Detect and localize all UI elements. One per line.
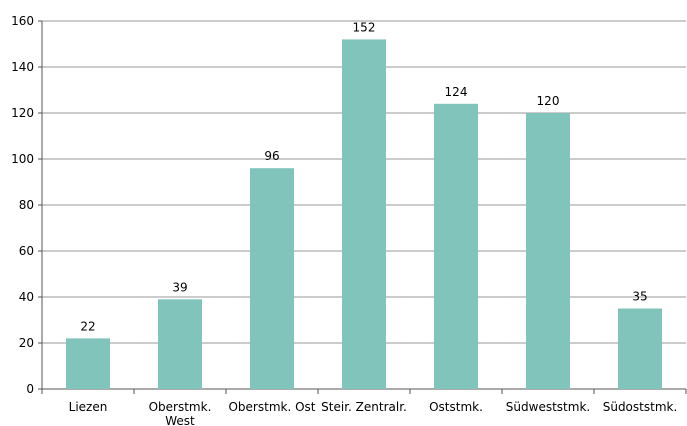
data-label: 120 bbox=[537, 94, 560, 108]
y-tick-label: 40 bbox=[19, 290, 34, 304]
bar bbox=[526, 113, 570, 389]
bar bbox=[434, 103, 478, 390]
data-label: 39 bbox=[172, 280, 187, 294]
data-label: 124 bbox=[445, 85, 468, 99]
y-tick-label: 60 bbox=[19, 244, 34, 258]
bar bbox=[250, 168, 294, 389]
x-tick-label: Oberstmk. Ost bbox=[228, 400, 315, 414]
y-tick-label: 20 bbox=[19, 336, 34, 350]
x-tick-label: Oststmk. bbox=[429, 400, 483, 414]
data-label: 152 bbox=[353, 20, 376, 34]
y-tick-label: 140 bbox=[11, 60, 34, 74]
bar bbox=[342, 39, 386, 390]
data-label: 96 bbox=[264, 149, 279, 163]
bar bbox=[158, 299, 202, 389]
y-tick-label: 80 bbox=[19, 198, 34, 212]
bar bbox=[618, 308, 662, 389]
y-tick-label: 100 bbox=[11, 152, 34, 166]
data-label: 22 bbox=[80, 319, 95, 333]
x-tick-label: Liezen bbox=[69, 400, 108, 414]
bar bbox=[66, 338, 110, 389]
x-tick-label: Südoststmk. bbox=[603, 400, 678, 414]
y-tick-label: 120 bbox=[11, 106, 34, 120]
x-tick-label: Südweststmk. bbox=[506, 400, 590, 414]
y-tick-label: 0 bbox=[26, 382, 34, 396]
y-tick-label: 160 bbox=[11, 14, 34, 28]
x-tick-label: Steir. Zentralr. bbox=[321, 400, 407, 414]
x-tick-label: Oberstmk. West bbox=[149, 400, 212, 426]
data-label: 35 bbox=[632, 290, 647, 304]
